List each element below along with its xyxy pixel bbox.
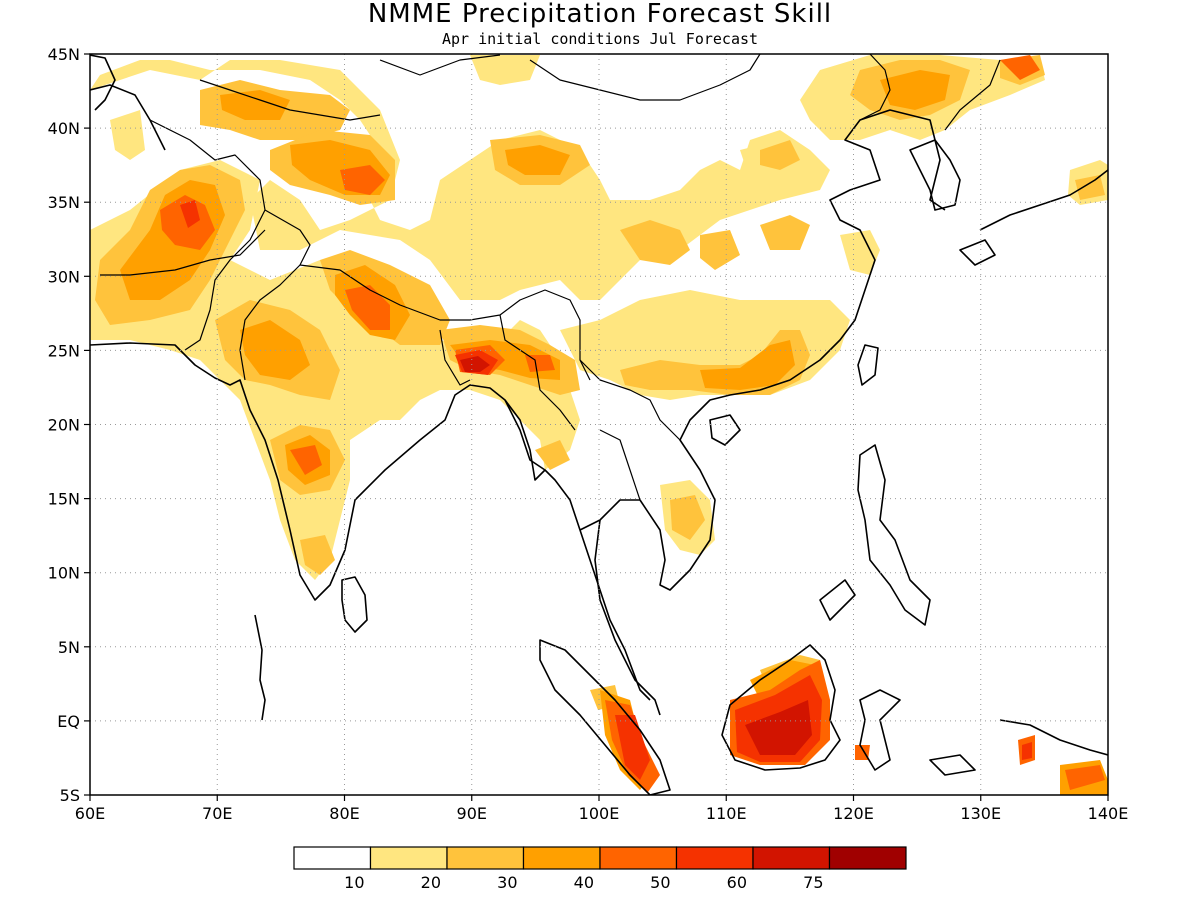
colorbar-swatch: [369, 846, 448, 870]
colorbar-swatch: [522, 846, 601, 870]
colorbar-label: 20: [421, 873, 441, 892]
y-tick-label: 35N: [48, 193, 80, 212]
colorbar-label: 30: [497, 873, 517, 892]
y-tick-label: 15N: [48, 490, 80, 509]
y-tick-label: 20N: [48, 416, 80, 435]
x-tick-label: 130E: [960, 804, 1001, 823]
y-tick-label: 25N: [48, 341, 80, 360]
coastlines: [90, 54, 1108, 795]
y-axis: 45N 40N 35N 30N 25N 20N 15N 10N 5N EQ 5S: [48, 45, 90, 805]
y-tick-label: 40N: [48, 119, 80, 138]
colorbar-label: 10: [344, 873, 364, 892]
y-tick-label: 5N: [58, 638, 80, 657]
gridlines: [90, 54, 1108, 795]
colorbar-swatch: [446, 846, 525, 870]
country-borders: [100, 54, 1001, 501]
x-tick-label: 100E: [579, 804, 620, 823]
colorbar-label: 60: [727, 873, 747, 892]
x-tick-label: 120E: [833, 804, 874, 823]
y-tick-label: 5S: [60, 786, 80, 805]
y-tick-label: EQ: [57, 712, 80, 731]
map-subtitle: Apr initial conditions Jul Forecast: [442, 30, 758, 48]
colorbar-label: 50: [650, 873, 670, 892]
colorbar-swatch: [752, 846, 831, 870]
x-tick-label: 60E: [75, 804, 105, 823]
x-axis: 60E 70E 80E 90E 100E 110E 120E 130E 140E: [75, 795, 1129, 823]
x-tick-label: 110E: [706, 804, 747, 823]
colorbar-swatch: [828, 846, 907, 870]
plot-area: [90, 54, 1108, 795]
colorbar-label: 75: [803, 873, 823, 892]
skill-shading: [90, 55, 1108, 795]
x-tick-label: 80E: [329, 804, 359, 823]
skill-level-60: [460, 356, 812, 755]
colorbar-label: 40: [574, 873, 594, 892]
colorbar-swatch: [293, 846, 372, 870]
colorbar: 10 20 30 40 50 60 75: [293, 846, 907, 892]
colorbar-swatch: [675, 846, 754, 870]
map-title: NMME Precipitation Forecast Skill: [368, 0, 832, 29]
x-tick-label: 70E: [202, 804, 232, 823]
colorbar-swatch: [599, 846, 678, 870]
y-tick-label: 45N: [48, 45, 80, 64]
x-tick-label: 140E: [1088, 804, 1129, 823]
y-tick-label: 30N: [48, 267, 80, 286]
x-tick-label: 90E: [457, 804, 487, 823]
y-tick-label: 10N: [48, 564, 80, 583]
